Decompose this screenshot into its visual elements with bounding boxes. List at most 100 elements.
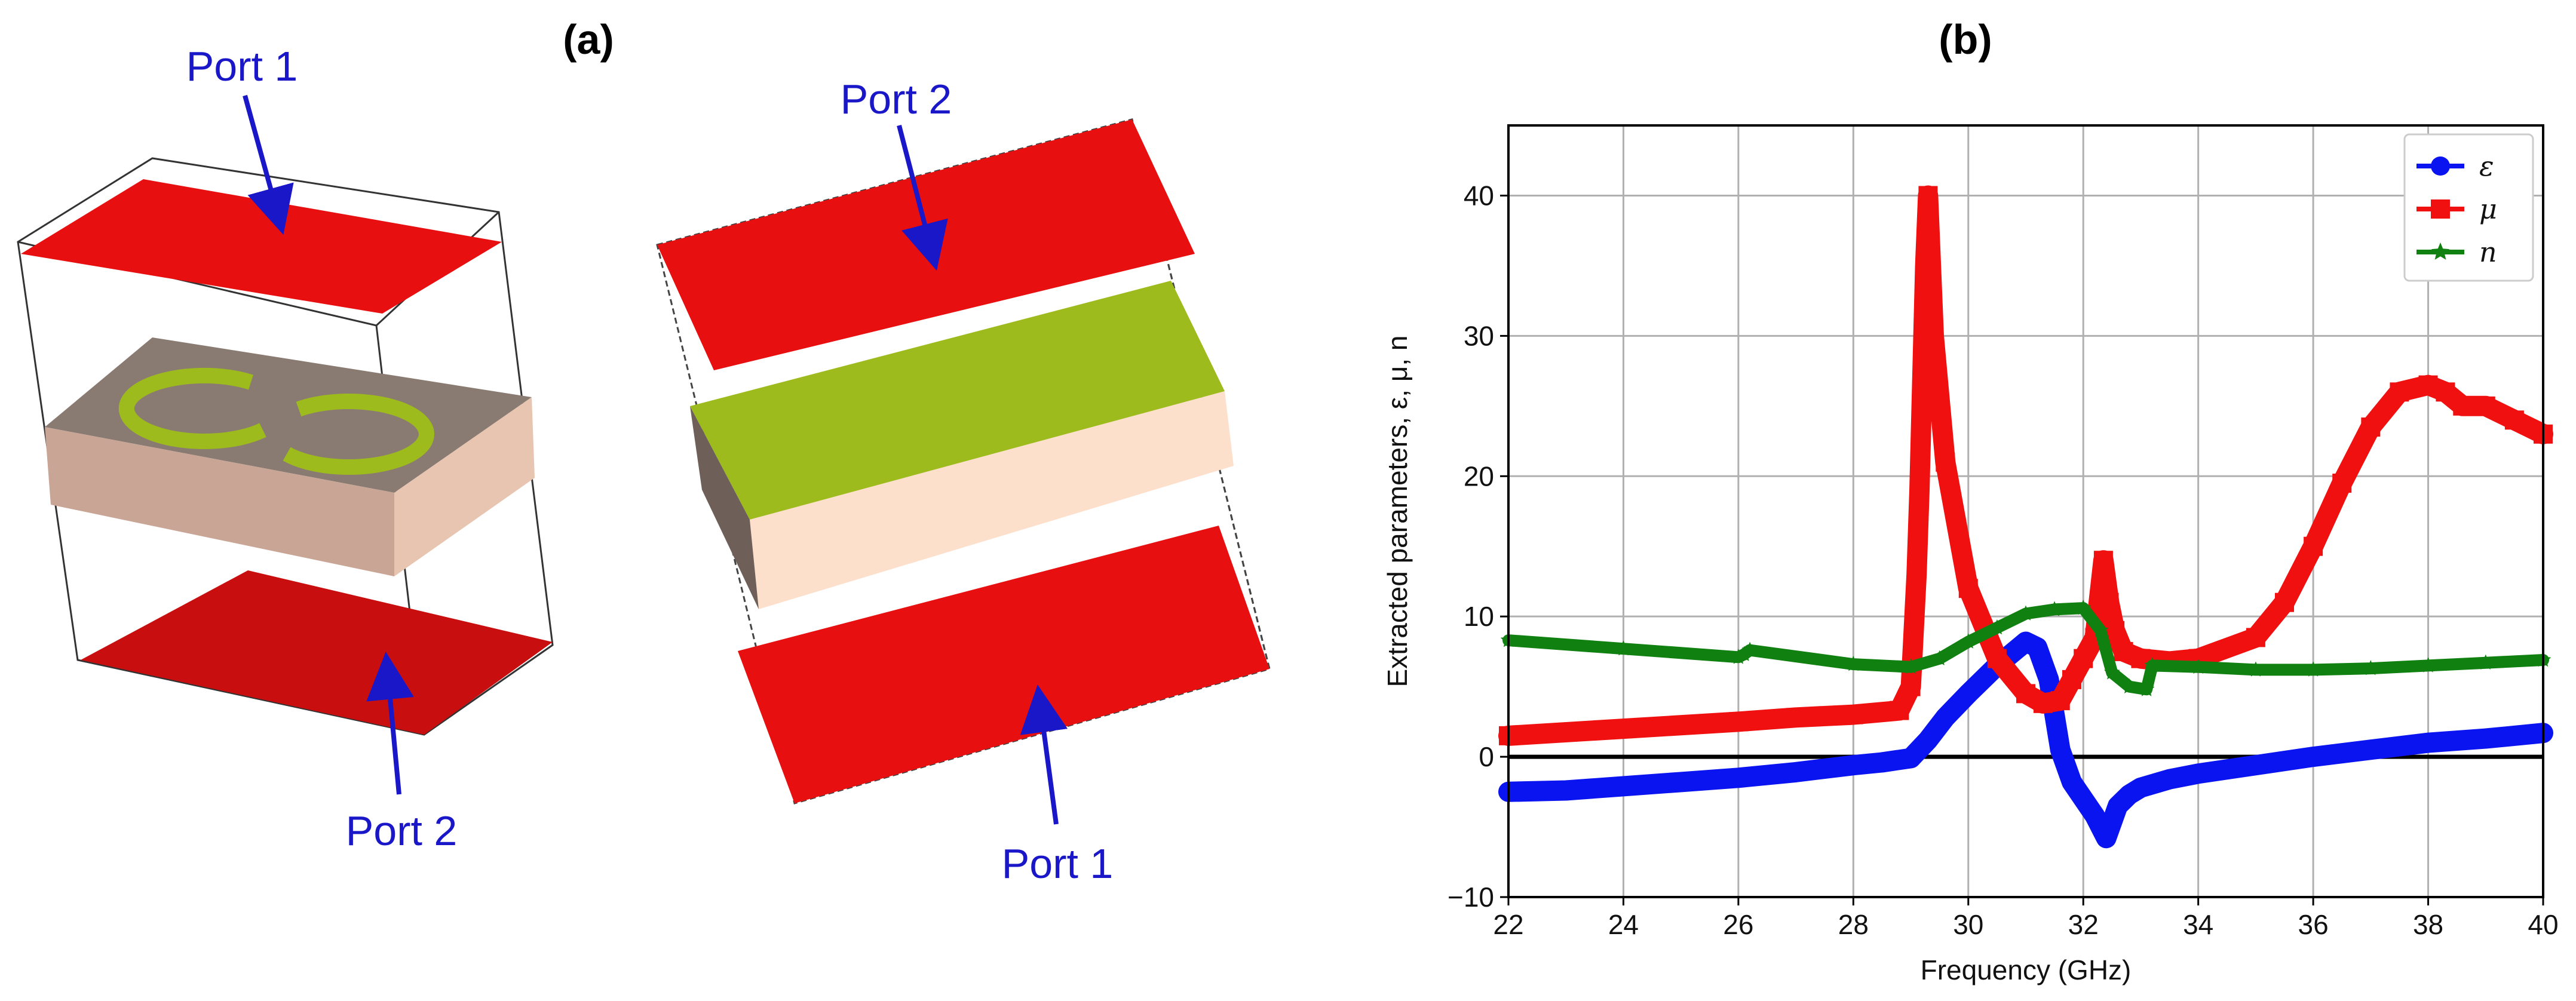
y-axis-label: Extracted parameters, ε, μ, n [1382,335,1413,687]
data-point [2361,417,2381,437]
data-point [2361,740,2381,760]
data-point [1730,649,1747,664]
data-point [2093,551,2113,570]
data-point [2504,410,2524,430]
data-point [2138,681,2155,696]
x-tick-label: 34 [2183,909,2213,940]
data-point [1958,684,1978,704]
plot-frame [1507,124,2544,898]
substrate-top-right [690,281,1225,520]
legend-label: n [2479,236,2497,268]
series-mu [1498,185,2553,746]
data-point [2190,658,2206,674]
port-label-top-left: Port 1 [186,43,298,90]
series-epsilon [1498,631,2553,849]
data-point [1872,753,1892,772]
data-point [2247,661,2264,677]
diagram-right: Port 2 Port 1 [656,76,1271,887]
data-point [2074,789,2093,809]
port-label-bottom-right: Port 1 [1002,840,1114,887]
substrate-side-right [750,391,1234,609]
data-point [2246,628,2265,647]
data-point [1903,658,1919,674]
data-point [2046,601,2063,616]
x-tick-label: 32 [2068,909,2099,940]
x-tick-label: 40 [2528,909,2558,940]
data-point [2017,605,2034,621]
diagram-left: Port 1 Port 2 [17,43,554,854]
data-point [2305,661,2322,677]
data-point [1924,326,1944,346]
data-point [2390,382,2409,402]
legend-entries: εμn [2416,150,2497,268]
split-ring-resonators [118,367,434,475]
y-tick-label: 30 [1464,320,1494,351]
data-point [1918,186,1938,205]
data-point [1909,480,1929,500]
y-tick-label: −10 [1448,882,1494,913]
data-point [1918,730,1938,750]
data-point [2188,764,2208,784]
series-line [1498,631,2553,849]
data-point [1786,708,1806,727]
legend: εμn [2403,133,2534,282]
arrow-port-bottom-left [366,652,415,795]
x-tick-label: 26 [1723,909,1753,940]
data-point [2096,828,2116,848]
data-point [2363,660,2379,675]
data-point [2105,621,2125,640]
panel-label-a: (a) [563,16,614,63]
data-point [2477,654,2494,670]
substrate-front-face [45,427,394,576]
data-point [2476,729,2495,748]
data-point [1728,712,1748,732]
x-tick-label: 36 [2298,909,2329,940]
data-point [2436,382,2455,402]
data-point [2085,806,2105,825]
data-point [1845,656,1862,671]
data-point [1614,776,1633,796]
chart: 22 24 26 28 30 32 34 36 38 40 −10 0 10 20 30 40 Freque… [1382,124,2559,985]
data-point [1901,677,1921,696]
x-tick-label: 30 [1953,909,1983,940]
data-point [1890,701,1909,720]
data-point [2131,778,2151,797]
substrate-end-right [690,406,759,609]
data-point [1614,719,1633,739]
port-plane-bottom [81,570,553,735]
data-point [1844,705,1863,724]
port-label-top-right: Port 2 [841,76,952,122]
data-point [1736,646,1752,661]
x-axis-label: Frequency (GHz) [1921,954,2132,985]
data-point [2039,670,2059,689]
data-point [2420,657,2436,673]
data-point [2304,536,2323,556]
x-tick-label: 28 [1838,909,1869,940]
port-plane-top [21,179,502,314]
legend-marker [2431,242,2450,260]
data-point [2114,641,2133,661]
data-point [1671,772,1691,792]
data-point [2062,670,2081,689]
data-point [1786,762,1806,782]
data-point [2050,691,2070,711]
data-point [2418,375,2438,395]
data-point [2160,769,2179,789]
y-tick-label: 40 [1464,180,1494,211]
panel-label-b: (b) [1939,16,1992,63]
y-tick-layer: −10 0 10 20 30 40 [1448,180,1508,913]
substrate-side-face [394,397,535,576]
data-point [1844,756,1863,775]
legend-marker [2431,199,2450,219]
data-point [2246,756,2265,775]
data-point [2418,733,2438,753]
data-point [1960,633,1977,649]
data-point [2121,678,2138,693]
data-point [2104,664,2120,680]
data-point [1728,768,1748,788]
data-point [1915,256,1935,275]
arrow-port-top-left [243,94,294,235]
x-tick-label: 22 [1493,909,1523,940]
data-point [2476,396,2495,416]
